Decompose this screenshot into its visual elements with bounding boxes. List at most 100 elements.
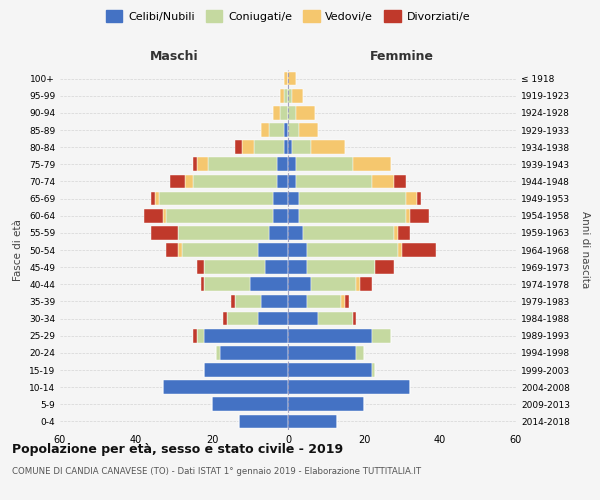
Bar: [280, 106, 288, 120]
Bar: [193, 329, 197, 342]
Text: Femmine: Femmine: [370, 50, 434, 63]
Bar: [220, 346, 288, 360]
Bar: [303, 226, 394, 239]
Bar: [223, 312, 227, 326]
Bar: [269, 226, 288, 239]
Bar: [250, 278, 288, 291]
Bar: [231, 294, 235, 308]
Bar: [288, 398, 364, 411]
Bar: [205, 329, 288, 342]
Bar: [159, 192, 273, 205]
Bar: [151, 192, 155, 205]
Bar: [239, 414, 288, 428]
Bar: [151, 226, 178, 239]
Bar: [360, 278, 371, 291]
Bar: [143, 209, 163, 222]
Bar: [193, 174, 277, 188]
Bar: [345, 294, 349, 308]
Bar: [398, 226, 410, 239]
Bar: [288, 312, 319, 326]
Bar: [197, 158, 208, 171]
Bar: [299, 209, 406, 222]
Bar: [398, 243, 402, 257]
Bar: [163, 209, 166, 222]
Bar: [288, 89, 292, 102]
Bar: [227, 312, 257, 326]
Bar: [341, 294, 345, 308]
Bar: [262, 123, 269, 137]
Bar: [163, 380, 288, 394]
Bar: [288, 346, 356, 360]
Bar: [288, 260, 307, 274]
Bar: [288, 243, 307, 257]
Bar: [178, 226, 269, 239]
Bar: [178, 243, 182, 257]
Bar: [193, 158, 197, 171]
Bar: [288, 380, 410, 394]
Bar: [371, 174, 394, 188]
Bar: [296, 174, 371, 188]
Y-axis label: Anni di nascita: Anni di nascita: [580, 212, 590, 288]
Bar: [311, 140, 345, 154]
Bar: [273, 209, 288, 222]
Legend: Celibi/Nubili, Coniugati/e, Vedovi/e, Divorziati/e: Celibi/Nubili, Coniugati/e, Vedovi/e, Di…: [104, 8, 472, 24]
Bar: [288, 278, 311, 291]
Bar: [262, 294, 288, 308]
Bar: [356, 278, 360, 291]
Bar: [269, 123, 284, 137]
Bar: [205, 260, 265, 274]
Bar: [235, 140, 242, 154]
Bar: [410, 209, 428, 222]
Bar: [394, 226, 398, 239]
Bar: [284, 140, 288, 154]
Bar: [205, 363, 288, 377]
Y-axis label: Fasce di età: Fasce di età: [13, 219, 23, 281]
Bar: [299, 123, 319, 137]
Bar: [353, 312, 356, 326]
Bar: [200, 278, 205, 291]
Text: Maschi: Maschi: [149, 50, 199, 63]
Bar: [288, 294, 307, 308]
Bar: [155, 192, 159, 205]
Bar: [288, 123, 299, 137]
Bar: [292, 140, 311, 154]
Text: Popolazione per età, sesso e stato civile - 2019: Popolazione per età, sesso e stato civil…: [12, 442, 343, 456]
Bar: [288, 226, 303, 239]
Bar: [296, 158, 353, 171]
Bar: [265, 260, 288, 274]
Bar: [353, 158, 391, 171]
Bar: [242, 140, 254, 154]
Bar: [212, 398, 288, 411]
Bar: [216, 346, 220, 360]
Bar: [371, 329, 391, 342]
Bar: [273, 106, 280, 120]
Bar: [166, 209, 273, 222]
Bar: [288, 140, 292, 154]
Bar: [307, 294, 341, 308]
Bar: [288, 174, 296, 188]
Bar: [307, 260, 376, 274]
Bar: [307, 243, 398, 257]
Bar: [166, 243, 178, 257]
Bar: [235, 294, 262, 308]
Bar: [197, 329, 205, 342]
Bar: [288, 106, 296, 120]
Bar: [284, 89, 288, 102]
Bar: [284, 72, 288, 86]
Bar: [288, 209, 299, 222]
Bar: [288, 72, 296, 86]
Bar: [254, 140, 284, 154]
Bar: [257, 312, 288, 326]
Bar: [371, 363, 376, 377]
Bar: [280, 89, 284, 102]
Bar: [417, 192, 421, 205]
Bar: [288, 363, 371, 377]
Bar: [406, 192, 417, 205]
Bar: [288, 158, 296, 171]
Bar: [296, 106, 314, 120]
Bar: [170, 174, 185, 188]
Bar: [288, 414, 337, 428]
Bar: [182, 243, 257, 257]
Bar: [299, 192, 406, 205]
Bar: [197, 260, 205, 274]
